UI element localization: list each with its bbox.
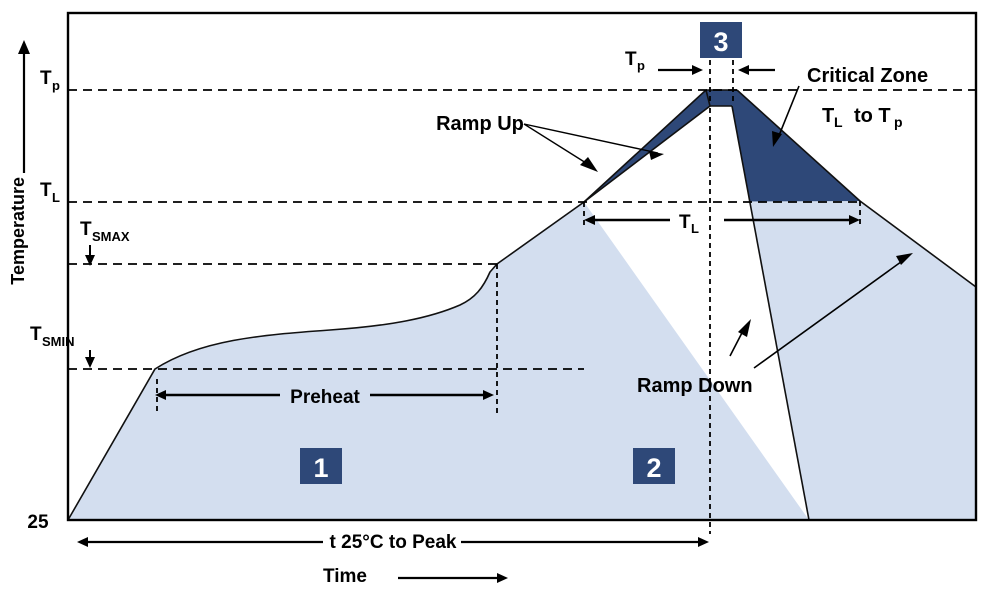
- svg-text:25: 25: [27, 512, 49, 533]
- svg-text:T: T: [625, 49, 637, 70]
- svg-text:L: L: [691, 221, 699, 236]
- svg-text:t 25°C to Peak: t 25°C to Peak: [330, 532, 457, 553]
- svg-text:to T: to T: [854, 105, 891, 127]
- svg-text:L: L: [52, 190, 60, 205]
- svg-text:T: T: [40, 68, 52, 89]
- svg-text:Preheat: Preheat: [290, 387, 360, 408]
- svg-text:Ramp Down: Ramp Down: [637, 375, 753, 397]
- svg-text:SMIN: SMIN: [42, 334, 75, 349]
- svg-text:3: 3: [713, 27, 728, 57]
- svg-text:T: T: [679, 212, 691, 233]
- svg-text:p: p: [637, 58, 645, 73]
- svg-text:T: T: [80, 219, 92, 240]
- svg-text:p: p: [52, 78, 60, 93]
- svg-text:2: 2: [646, 453, 661, 483]
- svg-text:p: p: [894, 114, 903, 130]
- svg-text:T: T: [822, 105, 834, 127]
- svg-text:Critical Zone: Critical Zone: [807, 65, 928, 87]
- svg-text:T: T: [30, 324, 42, 345]
- svg-text:Temperature: Temperature: [8, 177, 28, 285]
- svg-text:Ramp Up: Ramp Up: [436, 113, 524, 135]
- svg-text:SMAX: SMAX: [92, 229, 130, 244]
- svg-text:Time: Time: [323, 566, 367, 587]
- svg-text:L: L: [834, 114, 843, 130]
- svg-text:T: T: [40, 180, 52, 201]
- svg-text:1: 1: [313, 453, 328, 483]
